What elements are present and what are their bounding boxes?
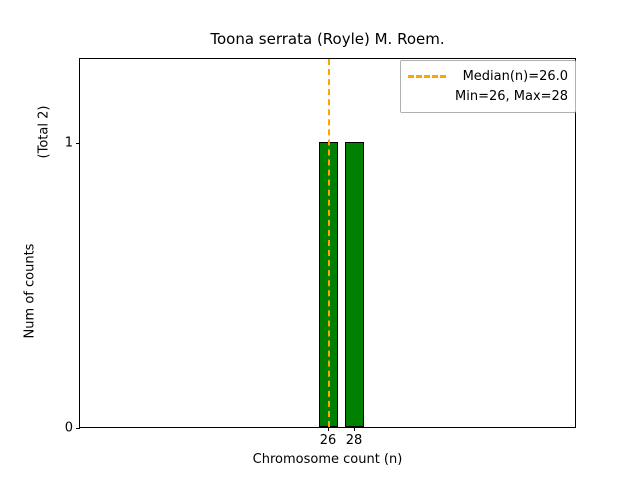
legend-spacer	[408, 95, 446, 98]
ytick-label-1: 1	[64, 135, 73, 151]
ytick-label-0: 0	[64, 420, 73, 436]
xtick-mark-28	[354, 427, 355, 431]
y-axis-label: Num of counts	[22, 243, 38, 339]
ytick-mark-1	[76, 143, 80, 144]
legend-entry-range: Min=26, Max=28	[408, 86, 568, 106]
xtick-label-28: 28	[345, 433, 363, 448]
legend-label-median: Median(n)=26.0	[462, 68, 569, 84]
ytick-mark-0	[76, 428, 80, 429]
plot-axes: 0 1 26 28	[65, 58, 576, 447]
xtick-mark-26	[328, 427, 329, 431]
xtick-label-26: 26	[319, 433, 337, 448]
y-axis-total-label: (Total 2)	[36, 105, 52, 159]
chart-legend: Median(n)=26.0 Min=26, Max=28	[400, 60, 577, 113]
median-line	[328, 59, 330, 427]
legend-label-range: Min=26, Max=28	[455, 88, 569, 104]
page-title: Toona serrata (Royle) M. Roem.	[210, 30, 445, 48]
bar-28	[345, 142, 364, 427]
x-axis-label: Chromosome count (n)	[252, 452, 403, 467]
legend-entry-median: Median(n)=26.0	[408, 66, 568, 86]
dashed-line-icon	[408, 74, 446, 78]
y-axis-label-group: Num of counts (Total 2)	[0, 58, 52, 428]
